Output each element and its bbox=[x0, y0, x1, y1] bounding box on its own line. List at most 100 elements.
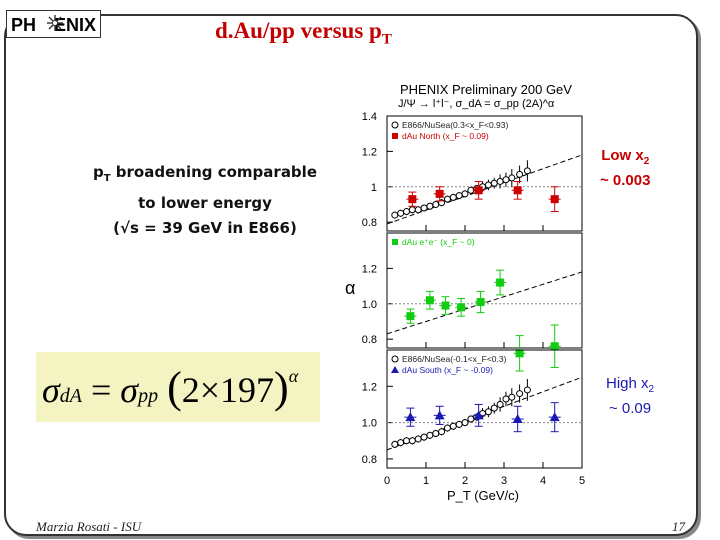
x-tick-label: 2 bbox=[462, 475, 468, 487]
data-point bbox=[516, 390, 524, 398]
data-point bbox=[443, 195, 451, 203]
legend-marker bbox=[391, 355, 399, 363]
y-tick-label: 1.0 bbox=[362, 299, 377, 311]
data-point bbox=[550, 195, 559, 204]
data-point bbox=[502, 176, 510, 184]
legend-marker bbox=[391, 366, 399, 373]
chart-header-1: PHENIX Preliminary 200 GeV bbox=[400, 82, 572, 97]
slide-title: d.Au/pp versus pT bbox=[215, 18, 392, 48]
panel-frame-middle bbox=[386, 232, 583, 349]
data-point bbox=[513, 186, 522, 195]
y-tick-label: 0.8 bbox=[362, 454, 377, 466]
data-point bbox=[434, 410, 445, 420]
x-axis-label: P_T (GeV/c) bbox=[447, 488, 519, 503]
data-point bbox=[449, 193, 457, 201]
legend-marker bbox=[392, 133, 398, 139]
data-point bbox=[455, 192, 463, 200]
data-point bbox=[484, 181, 492, 189]
data-point bbox=[391, 440, 399, 448]
data-point bbox=[397, 209, 405, 217]
legend-label: E866/NuSea(0.3<x_F<0.93) bbox=[402, 120, 508, 130]
formula-box bbox=[36, 352, 320, 422]
data-point bbox=[391, 211, 399, 219]
legend-label: dAu e⁺e⁻ (x_F ~ 0) bbox=[402, 237, 475, 247]
data-point bbox=[403, 437, 410, 445]
data-point bbox=[405, 412, 416, 422]
y-tick-label: 1.2 bbox=[362, 263, 377, 275]
data-point bbox=[414, 206, 422, 214]
data-point bbox=[403, 208, 410, 216]
y-tick-label: 1 bbox=[371, 182, 377, 194]
data-point bbox=[408, 206, 416, 214]
data-point bbox=[467, 415, 475, 423]
phenix-logo: PH ENIX bbox=[6, 10, 101, 38]
data-point bbox=[496, 400, 504, 408]
data-point bbox=[420, 204, 428, 212]
data-point bbox=[476, 298, 485, 306]
data-point bbox=[490, 404, 498, 412]
data-point bbox=[496, 278, 505, 287]
data-point bbox=[496, 177, 504, 185]
data-point bbox=[515, 349, 524, 358]
data-point bbox=[425, 296, 434, 305]
data-point bbox=[508, 174, 516, 182]
data-point bbox=[438, 428, 446, 436]
data-point bbox=[426, 431, 434, 439]
data-point bbox=[461, 419, 469, 427]
data-point bbox=[484, 408, 492, 416]
data-point bbox=[406, 312, 415, 321]
trend-line bbox=[386, 271, 583, 335]
legend-label: dAu South (x_F ~ -0.09) bbox=[402, 365, 493, 375]
y-tick-label: 1.4 bbox=[362, 111, 377, 123]
data-point bbox=[512, 413, 523, 423]
data-point bbox=[408, 437, 416, 445]
broadening-line-3: (√s = 39 GeV in E866) bbox=[113, 219, 297, 237]
data-point bbox=[508, 393, 516, 401]
legend-label: dAu North (x_F ~ 0.09) bbox=[402, 131, 489, 141]
data-point bbox=[441, 301, 450, 310]
data-point bbox=[414, 435, 422, 443]
data-point bbox=[397, 439, 405, 447]
y-tick-label: 0.8 bbox=[362, 334, 377, 346]
y-tick-label: 1.0 bbox=[362, 418, 377, 430]
x-tick-label: 0 bbox=[384, 475, 390, 487]
data-point bbox=[420, 433, 428, 441]
data-point bbox=[550, 342, 559, 351]
logo-star-icon bbox=[47, 15, 63, 31]
legend-marker bbox=[392, 239, 398, 245]
legend-label: E866/NuSea(-0.1<x_F<0.3) bbox=[402, 354, 507, 364]
footer-author: Marzia Rosati - ISU bbox=[36, 519, 142, 534]
y-tick-label: 1.2 bbox=[362, 146, 377, 158]
data-point bbox=[449, 422, 457, 430]
data-point bbox=[408, 195, 417, 204]
logo-text: PH ENIX bbox=[11, 15, 97, 35]
x-tick-label: 4 bbox=[540, 475, 546, 487]
data-point bbox=[426, 202, 434, 210]
page-number: 17 bbox=[672, 519, 685, 534]
data-point bbox=[490, 179, 498, 187]
x-tick-label: 3 bbox=[501, 475, 507, 487]
legend-marker bbox=[391, 121, 399, 129]
data-point bbox=[549, 412, 560, 422]
scaling-formula: σdA = σpp (2×197)α bbox=[42, 363, 299, 412]
broadening-text: pT broadening comparable to lower energy… bbox=[60, 160, 350, 241]
y-tick-label: 0.8 bbox=[362, 217, 377, 229]
chart-header-2: J/Ψ → l⁺l⁻, σ_dA = σ_pp (2A)^α bbox=[398, 98, 555, 110]
y-tick-label: 1.2 bbox=[362, 381, 377, 393]
high-x2-note: High x2 ~ 0.09 bbox=[606, 375, 655, 417]
data-point bbox=[443, 424, 451, 432]
data-point bbox=[516, 170, 524, 178]
data-point bbox=[473, 410, 484, 420]
data-point bbox=[435, 189, 444, 198]
low-x2-note: Low x2 ~ 0.003 bbox=[600, 147, 651, 189]
y-axis-label: α bbox=[345, 278, 355, 298]
broadening-line-1: pT broadening comparable bbox=[93, 163, 317, 184]
data-point bbox=[457, 303, 466, 312]
data-point bbox=[523, 167, 531, 175]
data-point bbox=[474, 186, 483, 195]
panel-frame-bottom bbox=[386, 349, 583, 469]
data-point bbox=[455, 420, 463, 428]
data-point bbox=[523, 386, 531, 394]
x-tick-label: 5 bbox=[579, 475, 585, 487]
